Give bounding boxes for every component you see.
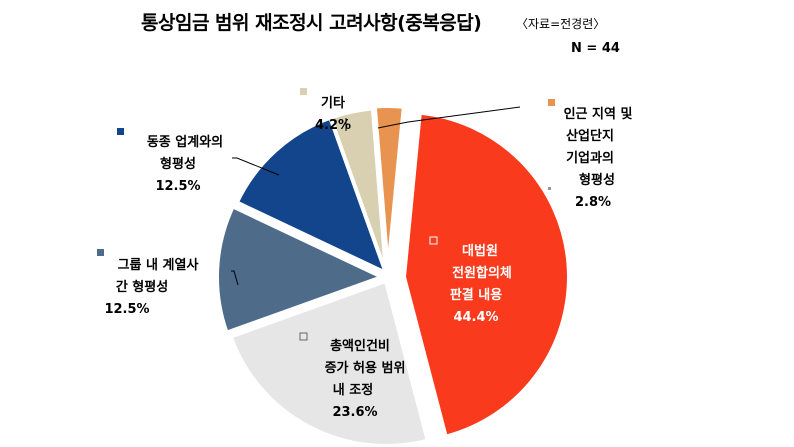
leader-line bbox=[232, 157, 280, 176]
slice-name: 판결 내용 bbox=[450, 287, 502, 303]
slice-name: 그룹 내 계열사 bbox=[118, 257, 199, 273]
slice-value: 44.4% bbox=[453, 310, 498, 325]
legend-marker bbox=[429, 236, 438, 245]
pie-slice bbox=[228, 278, 431, 447]
source-note: 〈자료=전경련〉 bbox=[516, 17, 606, 31]
legend-dot bbox=[548, 187, 551, 190]
slice-value: 2.8% bbox=[575, 195, 611, 210]
slice-name: 산업단지 bbox=[566, 128, 614, 144]
slice-name: 내 조정 bbox=[333, 382, 373, 398]
slice-name: 총액인건비 bbox=[330, 338, 390, 354]
chart-title: 통상임금 범위 재조정시 고려사항(중복응답) bbox=[141, 12, 482, 34]
slice-name: 전원합의체 bbox=[452, 265, 512, 281]
pie-slice bbox=[234, 115, 390, 277]
legend-marker bbox=[548, 99, 555, 106]
legend-marker bbox=[117, 128, 124, 135]
legend-marker bbox=[97, 249, 104, 256]
pie-slice bbox=[372, 104, 406, 272]
slice-value: 4.2% bbox=[315, 118, 351, 133]
slice-value: 23.6% bbox=[332, 405, 377, 420]
leader-line bbox=[231, 270, 239, 286]
leader-line bbox=[377, 106, 521, 129]
slice-name: 대법원 bbox=[462, 243, 498, 259]
slice-name: 형평성 bbox=[160, 156, 196, 172]
slice-value: 12.5% bbox=[155, 179, 200, 194]
slice-name: 증가 허용 범위 bbox=[325, 360, 406, 376]
slice-name: 인근 지역 및 bbox=[564, 106, 633, 122]
pie-slice bbox=[327, 106, 388, 274]
sample-size: N = 44 bbox=[571, 41, 620, 56]
pie-slice bbox=[401, 110, 571, 440]
slice-name: 기타 bbox=[321, 95, 345, 111]
slice-name: 동종 업계와의 bbox=[147, 134, 223, 150]
legend-marker bbox=[299, 332, 308, 341]
legend-marker bbox=[300, 88, 307, 95]
slice-name: 간 형평성 bbox=[116, 279, 168, 295]
pie-slice bbox=[215, 203, 388, 336]
slice-name: 형평성 bbox=[579, 172, 615, 188]
slice-value: 12.5% bbox=[104, 302, 149, 317]
slice-label: 기타 4.2% bbox=[315, 95, 351, 133]
slice-name: 기업과의 bbox=[566, 150, 614, 166]
